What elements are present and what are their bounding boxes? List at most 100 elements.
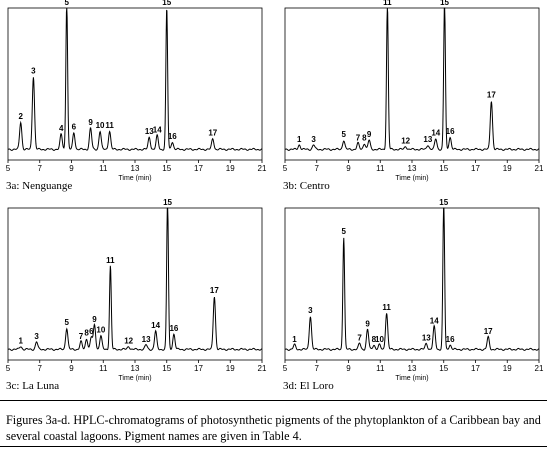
peak-label: 3 [311,135,316,144]
x-tick-label: 7 [38,164,43,173]
x-tick-label: 11 [376,164,385,173]
peak-label: 14 [151,321,160,330]
x-tick-label: 21 [258,164,267,173]
peak-label: 15 [162,0,171,7]
x-tick-label: 19 [226,364,235,373]
peak-label: 11 [105,121,114,130]
peak-label: 11 [383,0,392,7]
peak-label: 1 [18,336,23,345]
peak-label: 2 [18,112,23,121]
peak-label: 16 [446,127,455,136]
peak-label: 17 [210,286,219,295]
peak-label: 16 [446,335,455,344]
peak-label: 4 [59,124,64,133]
peak-label: 6 [72,123,77,132]
x-tick-label: 15 [439,164,448,173]
panel-label: 3d: El Loro [283,380,334,392]
x-tick-label: 17 [471,164,480,173]
peak-label: 11 [106,256,115,265]
x-tick-label: 11 [99,364,108,373]
x-tick-label: 15 [162,364,171,373]
peak-label: 12 [124,336,133,345]
x-tick-label: 5 [6,164,11,173]
peak-label: 3 [34,332,39,341]
chromatogram-trace [284,207,540,351]
x-tick-label: 11 [99,164,108,173]
chromatogram-panel-centro: 5 7 9 11 13 15 17 19 21 Time (min) 1 3 5 7 8 9 11 12 13 14 1… [277,0,547,196]
peak-label: 14 [153,126,162,135]
peak-label: 6 [89,327,94,336]
chromatogram-trace [284,7,540,151]
x-tick-label: 9 [69,364,74,373]
peak-label: 1 [292,335,297,344]
plot-frame [284,7,540,161]
peak-label: 8 [372,335,377,344]
figure-caption: Figures 3a-d. HPLC-chromatograms of phot… [6,413,541,443]
peak-label: 14 [431,129,440,138]
caption-bottom-rule [0,446,547,447]
panel-label: 3b: Centro [283,180,330,192]
chromatogram-trace [7,207,263,351]
peak-label: 8 [84,329,89,338]
peak-label: 15 [163,198,172,207]
peak-label: 13 [142,335,151,344]
x-tick-label: 19 [503,364,512,373]
peak-label: 7 [357,333,362,342]
x-tick-label: 15 [439,364,448,373]
peak-label: 8 [362,133,367,142]
panel-label: 3a: Nenguange [6,180,73,192]
x-tick-label: 21 [258,364,267,373]
x-tick-label: 17 [194,364,203,373]
peak-label: 5 [65,0,70,7]
peak-label: 13 [423,135,432,144]
x-tick-label: 7 [315,164,320,173]
peak-label: 13 [422,333,431,342]
peak-label: 11 [382,303,391,312]
x-tick-label: 15 [162,164,171,173]
peak-label: 9 [367,130,372,139]
peak-label: 15 [439,198,448,207]
x-tick-label: 21 [535,364,544,373]
peak-label: 5 [65,318,70,327]
x-axis-label: Time (min) [118,175,151,182]
peak-label: 9 [365,320,370,329]
peak-label: 10 [375,335,384,344]
peak-label: 5 [342,130,347,139]
x-tick-label: 9 [346,164,351,173]
peak-label: 16 [169,324,178,333]
peak-label: 10 [96,326,105,335]
x-tick-label: 19 [226,164,235,173]
peak-label: 9 [92,315,97,324]
peak-label: 9 [88,118,93,127]
peak-label: 17 [208,129,217,138]
chromatogram-panel-el-loro: 5 7 9 11 13 15 17 19 21 Time (min) 1 3 5 7 9 8 10 11 13 14 1… [277,198,547,396]
peak-label: 3 [308,306,313,315]
chromatogram-panel-nenguange: 5 7 9 11 13 15 17 19 21 Time (min) 2 3 4 5 6 9 10 11 13 14 1… [0,0,270,196]
panel-label: 3c: La Luna [6,380,60,392]
x-tick-label: 17 [471,364,480,373]
plot-frame [7,7,263,161]
peak-label: 14 [430,317,439,326]
peak-label: 13 [145,127,154,136]
peak-label: 7 [356,133,361,142]
x-axis-label: Time (min) [395,375,428,382]
peak-label: 7 [79,332,84,341]
x-tick-label: 13 [131,164,140,173]
peak-label: 5 [342,227,347,236]
x-tick-label: 11 [376,364,385,373]
peak-label: 17 [487,91,496,100]
caption-top-rule [0,400,547,401]
x-tick-label: 9 [69,164,74,173]
x-tick-label: 5 [283,164,288,173]
x-tick-label: 5 [6,364,11,373]
peak-label: 15 [440,0,449,7]
peak-label: 10 [96,121,105,130]
x-tick-label: 21 [535,164,544,173]
x-tick-label: 13 [408,364,417,373]
x-tick-label: 13 [408,164,417,173]
x-tick-label: 17 [194,164,203,173]
